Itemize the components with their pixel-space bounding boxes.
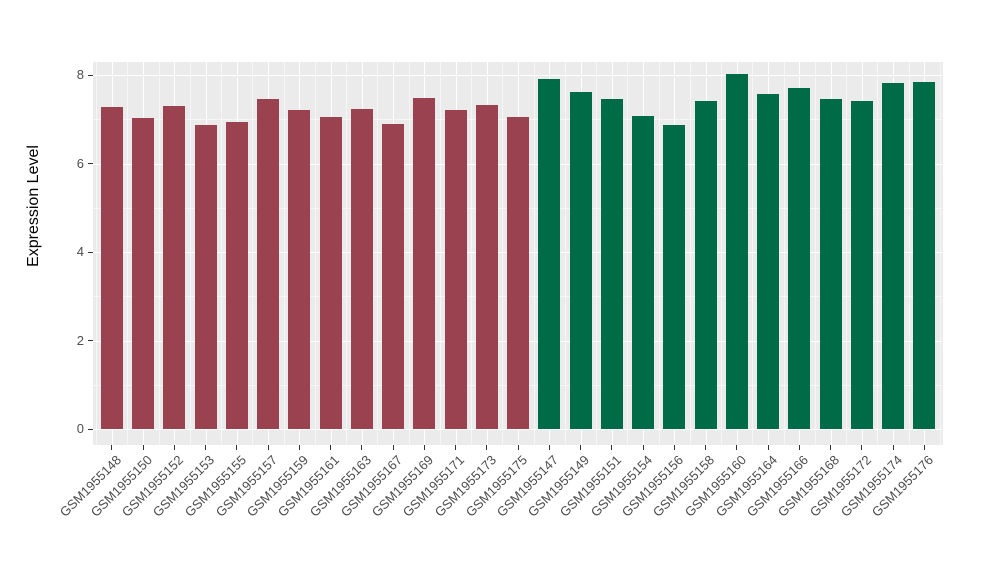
bar bbox=[194, 125, 217, 429]
gridline-x-minor bbox=[596, 62, 598, 445]
bar bbox=[475, 104, 498, 429]
y-tick-mark bbox=[88, 428, 93, 430]
bar bbox=[413, 97, 436, 429]
bar bbox=[850, 100, 873, 429]
bar bbox=[569, 92, 592, 429]
x-tick-mark bbox=[298, 445, 300, 450]
gridline-x-minor bbox=[221, 62, 223, 445]
gridline-x-minor bbox=[252, 62, 254, 445]
gridline-x-minor bbox=[189, 62, 191, 445]
x-tick-mark bbox=[330, 445, 331, 450]
bar bbox=[632, 116, 654, 429]
gridline-x-minor bbox=[533, 62, 535, 445]
bar bbox=[507, 117, 529, 429]
bar bbox=[663, 125, 686, 429]
x-tick-mark bbox=[642, 445, 644, 450]
gridline-x-minor bbox=[783, 62, 785, 445]
gridline-x-minor bbox=[689, 62, 691, 445]
gridline-x-minor bbox=[158, 62, 160, 445]
gridline-x-minor bbox=[846, 62, 848, 445]
x-tick-mark bbox=[361, 445, 363, 450]
plot-panel bbox=[93, 62, 943, 445]
bar bbox=[819, 98, 842, 429]
gridline-x-minor bbox=[408, 62, 410, 445]
bar bbox=[694, 101, 717, 429]
bar bbox=[600, 98, 623, 429]
x-tick-mark bbox=[830, 445, 831, 450]
x-tick-mark bbox=[767, 445, 769, 450]
x-tick-mark bbox=[142, 445, 144, 450]
bar bbox=[225, 121, 248, 429]
x-tick-mark bbox=[580, 445, 581, 450]
gridline-x-minor bbox=[814, 62, 816, 445]
bar bbox=[319, 116, 342, 429]
gridline-x-minor bbox=[908, 62, 910, 445]
x-tick-mark bbox=[705, 445, 706, 450]
gridline-x-minor bbox=[439, 62, 441, 445]
x-tick-mark bbox=[861, 445, 863, 450]
gridline-x-minor bbox=[752, 62, 754, 445]
y-axis-title: Expression Level bbox=[25, 144, 42, 267]
gridline-x-minor bbox=[127, 62, 129, 445]
x-tick-mark bbox=[673, 445, 675, 450]
x-tick-mark bbox=[517, 445, 519, 450]
gridline-x-minor bbox=[502, 62, 504, 445]
bar bbox=[725, 74, 748, 429]
x-tick-mark bbox=[548, 445, 550, 450]
x-tick-mark bbox=[267, 445, 269, 450]
bar bbox=[382, 124, 404, 429]
bar bbox=[913, 81, 936, 429]
y-tick-mark bbox=[88, 251, 93, 253]
gridline-x-minor bbox=[346, 62, 348, 445]
gridline-x-minor bbox=[658, 62, 660, 445]
bar bbox=[538, 79, 561, 429]
x-tick-mark bbox=[611, 445, 613, 450]
x-tick-mark bbox=[923, 445, 925, 450]
y-tick-label: 6 bbox=[76, 155, 84, 171]
y-tick-label: 4 bbox=[76, 244, 84, 259]
gridline-x-minor bbox=[96, 62, 98, 445]
x-tick-mark bbox=[236, 445, 238, 450]
x-tick-mark bbox=[736, 445, 738, 450]
x-tick-mark bbox=[205, 445, 206, 450]
gridline-x-minor bbox=[627, 62, 629, 445]
x-tick-mark bbox=[455, 445, 456, 450]
gridline-x-minor bbox=[564, 62, 566, 445]
bar bbox=[163, 106, 186, 429]
bar bbox=[132, 117, 154, 429]
gridline-x-minor bbox=[877, 62, 879, 445]
x-tick-mark bbox=[798, 445, 800, 450]
bar bbox=[100, 107, 123, 429]
bar bbox=[444, 109, 467, 429]
gridline-x-minor bbox=[471, 62, 473, 445]
gridline-x-minor bbox=[377, 62, 379, 445]
gridline-x-minor bbox=[721, 62, 723, 445]
x-tick-mark bbox=[892, 445, 894, 450]
x-tick-mark bbox=[486, 445, 488, 450]
x-tick-mark bbox=[111, 445, 113, 450]
gridline-x-minor bbox=[283, 62, 285, 445]
bar bbox=[882, 82, 904, 429]
y-tick-mark bbox=[88, 340, 93, 341]
gridline-x-minor bbox=[314, 62, 316, 445]
bar bbox=[288, 109, 311, 429]
gridline-x-minor bbox=[939, 62, 941, 445]
y-tick-mark bbox=[88, 163, 93, 164]
x-tick-mark bbox=[173, 445, 175, 450]
y-tick-mark bbox=[88, 74, 93, 76]
x-tick-mark bbox=[423, 445, 425, 450]
bar bbox=[350, 109, 373, 429]
bar bbox=[257, 99, 279, 429]
x-tick-mark bbox=[392, 445, 394, 450]
y-tick-label: 2 bbox=[76, 332, 84, 348]
bar bbox=[757, 94, 779, 429]
y-tick-label: 8 bbox=[76, 67, 84, 82]
bar bbox=[788, 88, 811, 429]
y-tick-label: 0 bbox=[76, 421, 84, 436]
